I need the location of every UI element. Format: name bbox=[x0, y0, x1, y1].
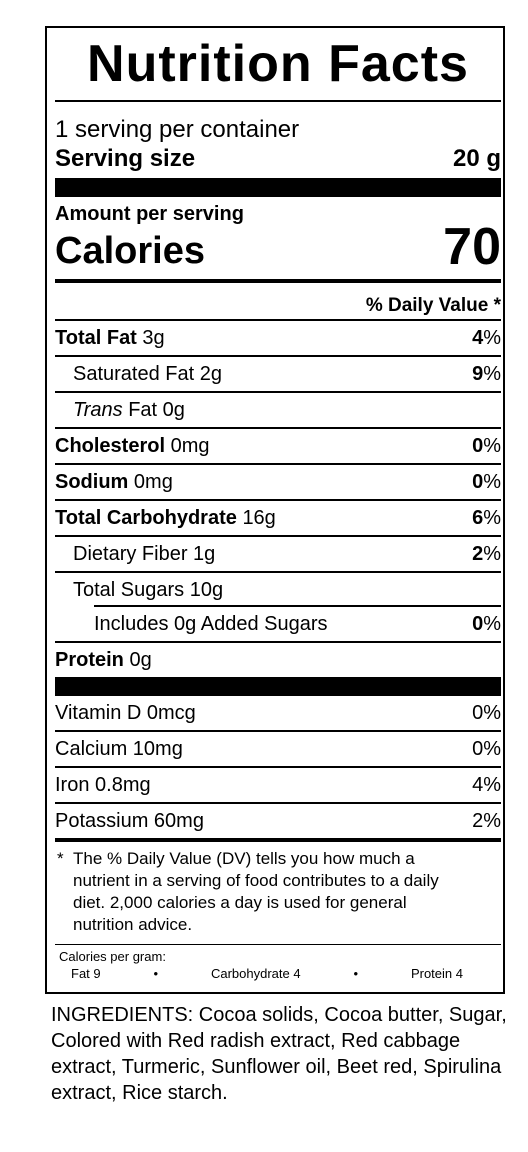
thick-divider bbox=[55, 677, 501, 696]
nutrient-row-trans-fat: Trans Fat 0g bbox=[55, 391, 501, 427]
calories-row: Calories 70 bbox=[55, 221, 501, 273]
nutrient-amount: 0g bbox=[162, 398, 185, 421]
label-title: Nutrition Facts bbox=[87, 35, 469, 93]
nutrient-row-added-sugars: Includes 0g Added Sugars 0% bbox=[55, 605, 501, 641]
vitamin-row: Calcium 10mg 0% bbox=[55, 730, 501, 766]
ingredients-text: INGREDIENTS: Cocoa solids, Cocoa butter,… bbox=[51, 1004, 507, 1104]
nutrient-row-saturated-fat: Saturated Fat 2g 9% bbox=[55, 355, 501, 391]
vitamin-row: Iron 0.8mg 4% bbox=[55, 766, 501, 802]
vitamin-row: Potassium 60mg 2% bbox=[55, 802, 501, 838]
nutrient-name: Trans bbox=[73, 398, 123, 421]
nutrient-row-total-carbohydrate: Total Carbohydrate 16g 6% bbox=[55, 499, 501, 535]
nutrient-amount: 16g bbox=[242, 506, 276, 529]
nutrient-amount: 1g bbox=[193, 542, 216, 565]
nutrient-name: Includes 0g Added Sugars bbox=[94, 612, 328, 635]
vitamin-name: Potassium 60mg bbox=[55, 809, 204, 832]
nutrient-name: Total Sugars bbox=[73, 578, 185, 601]
cpg-separator: • bbox=[353, 966, 359, 981]
nutrient-dv: 6 bbox=[472, 506, 484, 529]
daily-value-header: % Daily Value * bbox=[365, 295, 501, 316]
nutrient-name: Total Fat bbox=[55, 326, 137, 349]
nutrient-amount: 0mg bbox=[170, 434, 210, 457]
serving-size-row: Serving size 20 g bbox=[55, 144, 501, 174]
medium-divider bbox=[55, 838, 501, 842]
nutrient-row-dietary-fiber: Dietary Fiber 1g 2% bbox=[55, 535, 501, 571]
nutrient-dv: 2 bbox=[472, 542, 484, 565]
nutrient-name: Total Carbohydrate bbox=[55, 506, 237, 529]
calories-per-gram-label: Calories per gram: bbox=[59, 949, 166, 964]
cpg-carbohydrate: Carbohydrate 4 bbox=[210, 966, 301, 981]
calories-value: 70 bbox=[443, 218, 501, 276]
vitamin-dv: 0% bbox=[472, 737, 501, 760]
serving-size-value: 20 g bbox=[452, 145, 501, 172]
nutrition-label: Nutrition Facts 1 serving per container … bbox=[45, 26, 505, 994]
calories-label: Calories bbox=[55, 230, 205, 272]
nutrient-name: Cholesterol bbox=[55, 434, 166, 457]
nutrient-dv: 0 bbox=[472, 612, 484, 635]
nutrient-dv: 0 bbox=[472, 434, 484, 457]
footnote: * The % Daily Value (DV) tells you how m… bbox=[55, 848, 501, 936]
nutrient-name: Sodium bbox=[55, 470, 129, 493]
servings-per-container: 1 serving per container bbox=[55, 116, 300, 143]
vitamin-dv: 4% bbox=[472, 773, 501, 796]
vitamin-dv: 2% bbox=[472, 809, 501, 832]
nutrient-row-total-sugars: Total Sugars 10g bbox=[55, 571, 501, 607]
nutrient-row-protein: Protein 0g bbox=[55, 641, 501, 677]
nutrient-name: Dietary Fiber bbox=[73, 542, 188, 565]
vitamin-name: Calcium 10mg bbox=[55, 737, 183, 760]
thick-divider bbox=[55, 178, 501, 197]
footnote-text: The % Daily Value (DV) tells you how muc… bbox=[73, 849, 439, 934]
nutrient-amount: 0mg bbox=[133, 470, 173, 493]
nutrient-name: Saturated Fat bbox=[73, 362, 195, 385]
nutrient-amount: 2g bbox=[199, 362, 222, 385]
nutrient-row-sodium: Sodium 0mg 0% bbox=[55, 463, 501, 499]
nutrient-dv: 0 bbox=[472, 470, 484, 493]
cpg-separator: • bbox=[153, 966, 159, 981]
nutrient-row-total-fat: Total Fat 3g 4% bbox=[55, 319, 501, 355]
nutrient-amount: 3g bbox=[142, 326, 165, 349]
cpg-protein: Protein 4 bbox=[410, 966, 463, 981]
cpg-fat: Fat 9 bbox=[71, 966, 101, 981]
vitamin-row: Vitamin D 0mcg 0% bbox=[55, 696, 501, 730]
vitamin-name: Vitamin D 0mcg bbox=[55, 701, 196, 724]
nutrient-dv: 9 bbox=[472, 362, 484, 385]
serving-size-label: Serving size bbox=[55, 145, 196, 172]
nutrient-row-cholesterol: Cholesterol 0mg 0% bbox=[55, 427, 501, 463]
divider bbox=[55, 944, 501, 945]
nutrient-dv: 4 bbox=[472, 326, 484, 349]
medium-divider bbox=[55, 279, 501, 283]
nutrient-amount: 10g bbox=[189, 578, 224, 601]
calories-per-gram-row: Fat 9 • Carbohydrate 4 • Protein 4 bbox=[55, 965, 501, 983]
amount-per-serving: Amount per serving bbox=[55, 203, 244, 225]
footnote-star: * bbox=[57, 849, 64, 868]
divider bbox=[55, 100, 501, 102]
vitamin-name: Iron 0.8mg bbox=[55, 773, 151, 796]
nutrient-name: Protein bbox=[55, 648, 124, 671]
vitamin-dv: 0% bbox=[472, 701, 501, 724]
nutrient-amount: 0g bbox=[129, 648, 152, 671]
